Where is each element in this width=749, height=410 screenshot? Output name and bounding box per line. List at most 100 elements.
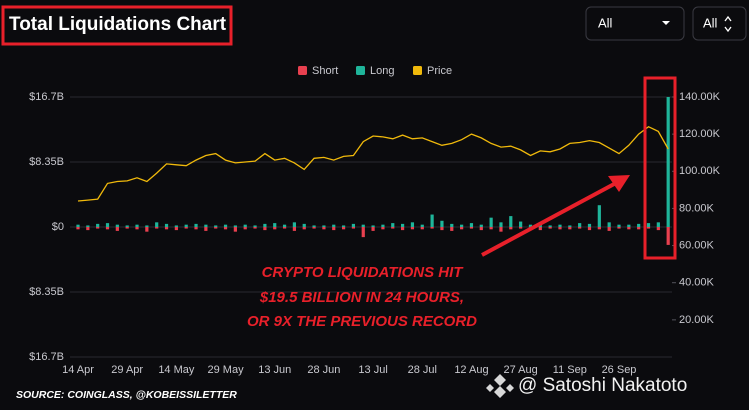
bar [371,227,375,231]
dropdown-box[interactable] [692,6,747,41]
bar [607,227,611,231]
bar [656,227,660,231]
bar [528,224,533,227]
arrow-shaft [481,181,617,257]
bar [509,216,513,227]
bar [322,225,326,227]
bar [292,227,296,231]
watermark-logo [486,374,514,398]
legend-label: Short [312,65,338,77]
bar [214,227,218,229]
source: SOURCE: COINGLASS, @KOBEISSILETTER [16,389,237,401]
price-line [77,125,669,202]
bar [597,227,601,230]
bar [420,227,424,230]
legend-swatch [356,66,365,75]
bar [302,223,306,227]
bar [401,227,405,231]
x-tick-label: 13 Jul [358,364,387,376]
bar [164,227,169,230]
bar [322,227,326,230]
bar [381,227,385,230]
bar [558,224,562,227]
bar [332,227,336,231]
bar [341,225,346,227]
legend-swatch [413,66,422,75]
bar [666,227,670,245]
dropdown-box[interactable] [585,6,685,41]
bar [401,223,405,227]
bar [519,227,523,229]
legend-label: Price [427,65,452,77]
bar [174,225,178,227]
bar [430,227,434,229]
bar [86,227,90,231]
dropdown-value[interactable]: All [598,15,613,30]
x-tick-label: 26 Sep [602,364,637,376]
bar [371,225,375,227]
bar [105,227,110,230]
bar [646,227,651,229]
x-tick-label: 13 Jun [258,364,291,376]
bar [282,227,287,229]
bar [282,224,287,227]
bar [489,217,493,227]
bar [135,227,139,230]
arrow-head [608,175,630,192]
dropdown-value[interactable]: All [703,15,718,30]
bar [617,224,621,227]
y2-tick-label: 120.00K [679,128,721,140]
bar [578,227,582,229]
bar [184,227,188,229]
annotation: OR 9X THE PREVIOUS RECORD [247,313,477,330]
bar [469,223,474,227]
y2-tick-label: 140.00K [679,91,721,103]
bar [460,224,464,227]
filter-dropdown[interactable]: All [585,6,685,41]
filter-dropdown[interactable]: All [692,6,747,41]
bar [243,224,247,227]
y-tick-label: $8.35B [29,156,64,168]
y2-tick-label: 80.00K [679,202,715,214]
annotation: $19.5 BILLION IN 24 HOURS, [259,289,464,306]
bar [194,227,198,230]
bar [263,223,267,227]
bar [587,223,592,227]
bar [391,227,395,229]
y-tick-label: $8.35B [29,286,64,298]
dropdown-arrow[interactable] [724,15,732,33]
chart-title: Total Liquidations Chart [9,14,227,35]
bar [646,223,651,227]
bar [568,225,572,227]
dropdown-arrow[interactable] [662,21,670,25]
legend-swatch [298,66,307,75]
bar [312,225,316,227]
x-tick-label: 11 Sep [553,364,587,376]
bar [194,223,198,227]
y-tick-label: $16.7B [29,351,64,363]
bar [607,222,611,227]
bar [627,224,631,227]
y2-tick-label: 20.00K [679,314,715,326]
bar [617,227,621,229]
x-tick-label: 14 Apr [62,364,94,376]
x-tick-label: 14 May [158,364,195,376]
bar [243,227,247,230]
bar [263,227,267,231]
bar [666,97,670,227]
bar [76,224,80,227]
bar [204,224,208,227]
bar [223,227,228,230]
bar [253,225,257,227]
bar [410,222,415,227]
bar [538,227,542,231]
bar [450,223,454,227]
bar [627,227,631,230]
watermark: @ Satoshi Nakatoto [518,375,687,396]
y2-tick-label: 100.00K [679,165,721,177]
bar [558,227,562,230]
bar [273,227,277,230]
bar [656,222,660,227]
bar [420,224,424,227]
